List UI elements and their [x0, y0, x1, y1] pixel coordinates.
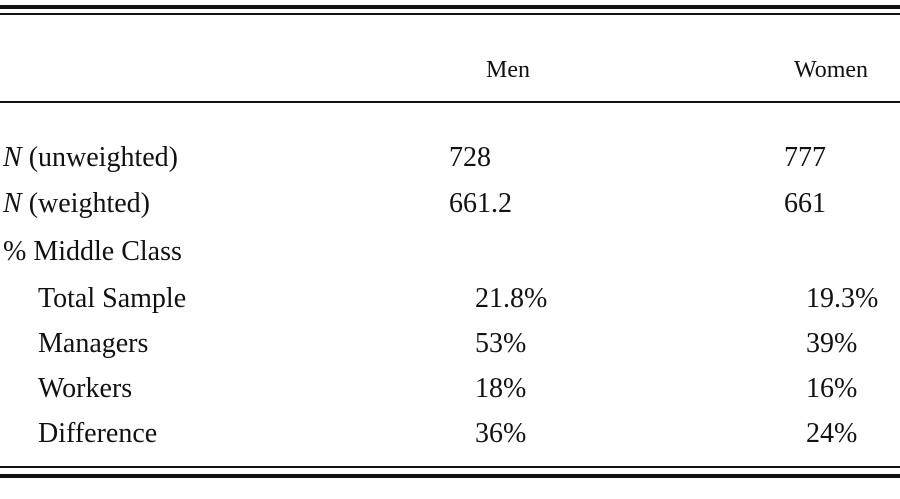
value-cell: 24% — [806, 418, 858, 449]
value-cell: 39% — [806, 328, 858, 359]
row-label: N (unweighted) — [3, 142, 178, 174]
top-rule — [0, 13, 900, 15]
group-title: % Middle Class — [3, 236, 182, 267]
row-label: N (weighted) — [3, 188, 150, 220]
row-label: Difference — [38, 418, 158, 449]
value-cell: 19.3% — [806, 283, 879, 314]
row-label: Total Sample — [38, 283, 187, 314]
column-header: Women — [794, 57, 869, 83]
value-cell: 777 — [784, 142, 826, 173]
row-label: Managers — [38, 328, 149, 359]
value-cell: 661 — [784, 188, 826, 219]
bottom-rule — [0, 474, 900, 478]
value-cell: 18% — [475, 373, 527, 404]
header-rule — [0, 101, 900, 103]
value-cell: 16% — [806, 373, 858, 404]
label-text: (weighted) — [28, 188, 150, 219]
value-cell: 53% — [475, 328, 527, 359]
value-cell: 728 — [449, 142, 491, 173]
label-text: (unweighted) — [28, 142, 178, 173]
value-cell: 21.8% — [475, 283, 548, 314]
row-label: Workers — [38, 373, 133, 404]
value-cell: 661.2 — [449, 188, 512, 219]
label-italic: N — [3, 188, 22, 219]
value-cell: 36% — [475, 418, 527, 449]
top-rule — [0, 5, 900, 9]
label-italic: N — [3, 142, 22, 173]
bottom-rule — [0, 466, 900, 468]
column-header: Men — [486, 57, 530, 83]
